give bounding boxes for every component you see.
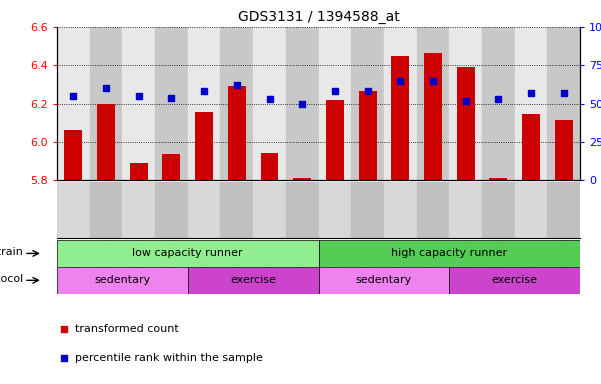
Bar	[522, 114, 540, 180]
Bar	[351, 182, 384, 238]
Point	[526, 90, 535, 96]
Bar	[457, 67, 475, 180]
Bar	[319, 182, 351, 238]
Text: protocol: protocol	[0, 274, 23, 284]
Point	[297, 101, 307, 107]
Bar	[123, 27, 155, 180]
Bar	[326, 100, 344, 180]
Bar	[57, 182, 90, 238]
Bar	[123, 182, 155, 238]
Bar	[260, 152, 278, 180]
Bar	[351, 27, 384, 180]
Bar	[293, 177, 311, 180]
Point	[428, 78, 438, 84]
Bar	[286, 27, 319, 180]
Text: low capacity runner: low capacity runner	[132, 248, 243, 258]
Point	[69, 93, 78, 99]
Bar	[384, 27, 416, 180]
Point	[461, 98, 471, 104]
Bar	[64, 129, 82, 180]
Bar	[253, 27, 286, 180]
Bar	[450, 27, 482, 180]
Point	[59, 326, 69, 333]
Bar	[162, 154, 180, 180]
Bar	[155, 182, 188, 238]
Bar	[195, 112, 213, 180]
Bar	[548, 182, 580, 238]
Bar	[228, 86, 246, 180]
Bar	[450, 182, 482, 238]
Bar	[90, 27, 123, 180]
Bar	[221, 27, 253, 180]
Bar	[221, 182, 253, 238]
Bar	[253, 182, 286, 238]
Text: sedentary: sedentary	[356, 275, 412, 285]
Bar	[286, 182, 319, 238]
Bar	[424, 53, 442, 180]
Text: sedentary: sedentary	[94, 275, 151, 285]
Bar	[482, 182, 514, 238]
Text: transformed count: transformed count	[75, 324, 179, 334]
Point	[166, 94, 176, 101]
Bar	[548, 27, 580, 180]
Title: GDS3131 / 1394588_at: GDS3131 / 1394588_at	[237, 10, 400, 25]
Point	[493, 96, 503, 102]
Bar	[130, 163, 148, 180]
Bar	[514, 182, 548, 238]
Bar	[384, 182, 416, 238]
Bar	[391, 56, 409, 180]
Bar	[555, 120, 573, 180]
Point	[395, 78, 405, 84]
Bar	[416, 182, 450, 238]
Bar	[188, 267, 319, 294]
Point	[134, 93, 144, 99]
Bar	[319, 27, 351, 180]
Bar	[359, 91, 377, 180]
Text: percentile rank within the sample: percentile rank within the sample	[75, 353, 263, 363]
Text: exercise: exercise	[230, 275, 276, 285]
Bar	[416, 27, 450, 180]
Point	[559, 90, 569, 96]
Bar	[57, 27, 90, 180]
Bar	[319, 267, 449, 294]
Bar	[450, 267, 580, 294]
Point	[102, 85, 111, 91]
Bar	[90, 182, 123, 238]
Bar	[188, 27, 221, 180]
Point	[59, 355, 69, 361]
Bar	[319, 240, 580, 267]
Bar	[482, 27, 514, 180]
Bar	[57, 267, 188, 294]
Point	[363, 88, 373, 94]
Point	[232, 82, 242, 88]
Bar	[57, 240, 319, 267]
Point	[330, 88, 340, 94]
Bar	[489, 177, 507, 180]
Text: strain: strain	[0, 247, 23, 257]
Text: high capacity runner: high capacity runner	[391, 248, 507, 258]
Bar	[514, 27, 548, 180]
Point	[264, 96, 274, 102]
Bar	[155, 27, 188, 180]
Point	[200, 88, 209, 94]
Bar	[188, 182, 221, 238]
Bar	[97, 104, 115, 180]
Text: exercise: exercise	[492, 275, 538, 285]
